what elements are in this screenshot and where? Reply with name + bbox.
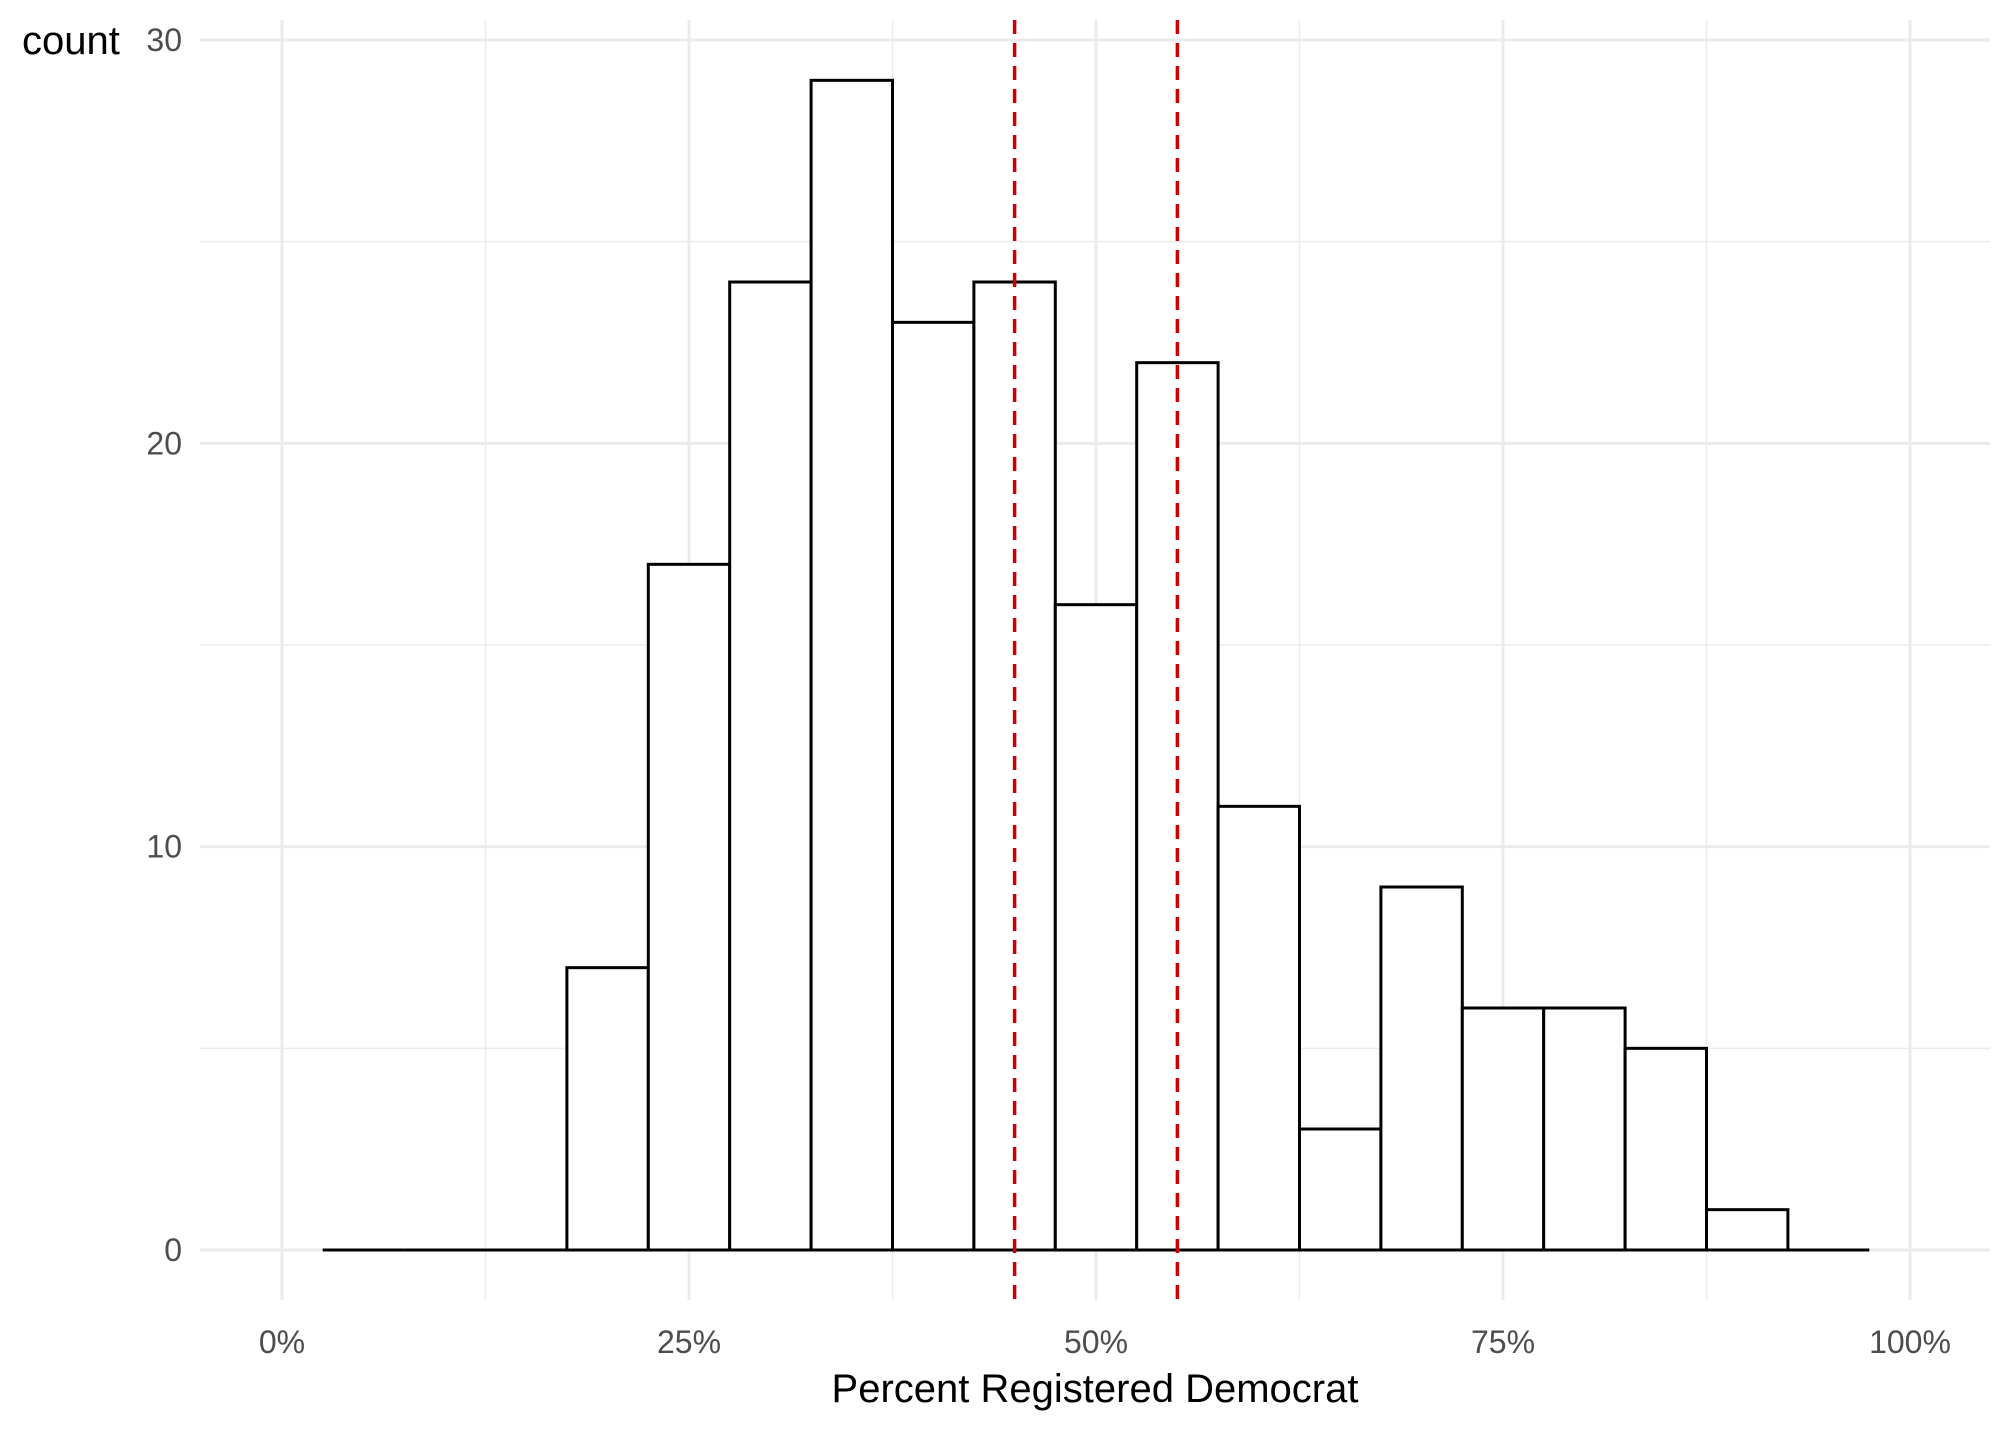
x-axis-ticks: 0% 25% 50% 75% 100% — [259, 1324, 1951, 1360]
x-tick-label: 50% — [1064, 1324, 1128, 1360]
x-tick-label: 25% — [657, 1324, 721, 1360]
histogram-bar — [565, 966, 650, 1252]
y-tick-label: 10 — [146, 829, 182, 865]
y-tick-label: 30 — [146, 22, 182, 58]
histogram-bar — [1053, 603, 1139, 1252]
x-tick-label: 75% — [1471, 1324, 1535, 1360]
y-axis-ticks: 0 10 20 30 — [146, 22, 182, 1268]
histogram-bar — [1542, 1006, 1627, 1252]
histogram-bar — [809, 78, 894, 1252]
histogram-bar — [1379, 885, 1464, 1252]
histogram-bar — [728, 280, 813, 1252]
histogram-bar — [646, 562, 732, 1252]
histogram-bar — [1623, 1046, 1708, 1252]
y-tick-label: 20 — [146, 425, 182, 461]
reference-lines — [1012, 20, 1180, 1300]
x-tick-label: 0% — [259, 1324, 305, 1360]
y-tick-label: 0 — [164, 1232, 182, 1268]
y-axis-title: count — [22, 19, 120, 63]
histogram-bar — [1705, 1208, 1790, 1252]
histogram-bar — [1216, 804, 1301, 1252]
histogram-bar — [1298, 1127, 1383, 1252]
histogram-bar — [891, 320, 976, 1252]
histogram-bar — [1460, 1006, 1546, 1252]
x-axis-title: Percent Registered Democrat — [832, 1367, 1359, 1411]
x-tick-label: 100% — [1869, 1324, 1951, 1360]
